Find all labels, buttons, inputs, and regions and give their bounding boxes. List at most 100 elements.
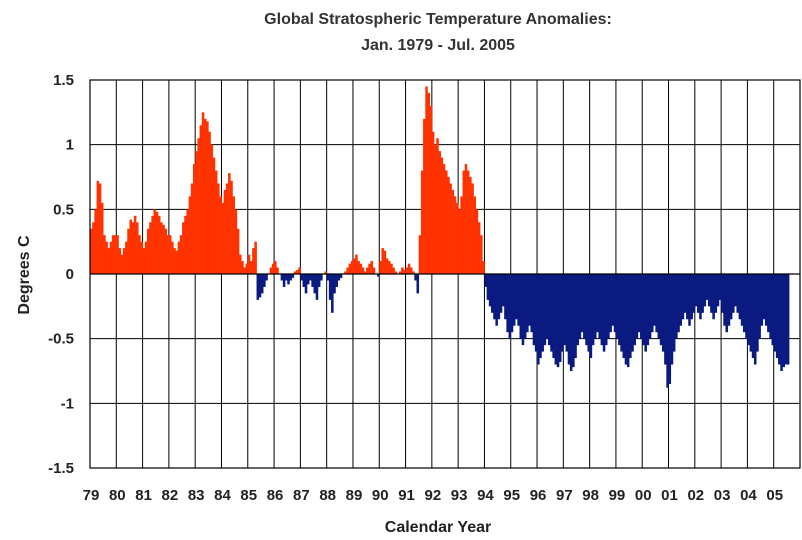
anomaly-bar [403,270,406,274]
anomaly-bar [659,274,663,346]
anomaly-bar [120,254,124,274]
anomaly-bar [576,274,580,346]
anomaly-bar [449,183,452,274]
anomaly-bar [363,271,367,274]
anomaly-bar [188,196,192,274]
anomaly-bar [324,271,328,274]
x-tick-label: 87 [293,487,310,504]
anomaly-bar [304,274,308,294]
anomaly-bar [370,261,374,274]
anomaly-bar [372,267,376,274]
anomaly-bar [138,235,141,274]
anomaly-bar [501,274,505,307]
anomaly-bar [271,263,275,274]
anomaly-bar [607,274,610,339]
anomaly-bar [784,274,788,365]
anomaly-bar [212,157,216,274]
y-tick-label: -1 [61,395,74,412]
anomaly-bar [458,209,461,274]
anomaly-bar [302,274,306,287]
anomaly-bar [718,274,722,300]
anomaly-bar [537,274,540,365]
anomaly-bar [464,164,468,274]
anomaly-bar [760,274,764,326]
y-tick-label: 1 [66,137,74,154]
anomaly-bar [664,274,667,365]
anomaly-bar [401,267,404,274]
anomaly-bar [729,274,733,320]
anomaly-bar [771,274,775,346]
anomaly-bar [626,274,630,368]
anomaly-bar [683,274,687,313]
anomaly-bar [249,261,253,274]
anomaly-bar [289,274,292,281]
anomaly-bar [780,274,783,371]
anomaly-bar [753,274,757,365]
anomaly-bar [475,209,479,274]
anomaly-bar [379,261,382,274]
anomaly-bar [326,274,330,281]
anomaly-bar [232,196,235,274]
anomaly-bar [466,170,470,274]
anomaly-bar [416,274,420,294]
anomaly-bar [648,274,652,339]
anomaly-bar [390,263,393,274]
anomaly-bar [723,274,726,326]
anomaly-bar [539,274,542,359]
anomaly-bar [409,267,413,274]
anomaly-bar [107,248,111,274]
anomaly-bar [133,215,137,274]
anomaly-bar [385,258,389,274]
anomaly-bar [740,274,744,326]
anomaly-bar [591,274,595,346]
anomaly-bar [320,274,323,281]
anomaly-bar [688,274,691,326]
anomaly-bar [315,274,319,300]
anomaly-bar [210,144,214,274]
anomaly-bar [98,183,102,274]
anomaly-bar [655,274,658,333]
y-tick-label: 1.5 [53,72,74,89]
x-tick-label: 97 [556,487,573,504]
anomaly-bar [484,274,487,287]
anomaly-bar [493,274,496,320]
anomaly-bar [756,274,759,352]
anomaly-bar [127,228,130,274]
anomaly-bar [122,248,126,274]
anomaly-bar [293,271,297,274]
anomaly-bar [418,235,422,274]
anomaly-bar [381,248,384,274]
anomaly-bar [392,267,395,274]
anomaly-bar [613,274,617,333]
x-tick-label: 02 [687,487,704,504]
anomaly-bar [583,274,586,339]
anomaly-bar [208,131,211,274]
anomaly-bar [563,274,566,346]
anomaly-bar [677,274,680,333]
anomaly-bar [775,274,779,359]
anomaly-bar [287,274,290,285]
anomaly-bar [510,274,514,333]
anomaly-bar [171,241,174,274]
anomaly-bar [707,274,711,307]
anomaly-bar [190,183,194,274]
anomaly-bar [635,274,639,339]
anomaly-bar [438,151,441,274]
plot-frame [89,79,801,469]
anomaly-bar [383,250,387,274]
anomaly-bar [512,274,516,326]
anomaly-bar [228,173,231,274]
anomaly-bar [300,274,303,281]
anomaly-bar [195,151,198,274]
anomaly-bar [764,274,768,326]
anomaly-bar [773,274,777,352]
anomaly-bar [602,274,606,352]
anomaly-bar [197,138,200,274]
anomaly-bar [164,228,168,274]
anomaly-bar [471,183,474,274]
anomaly-bar [611,274,615,326]
anomaly-bar [352,258,356,274]
x-tick-label: 92 [425,487,442,504]
anomaly-bar [758,274,761,339]
anomaly-bar [260,274,264,294]
